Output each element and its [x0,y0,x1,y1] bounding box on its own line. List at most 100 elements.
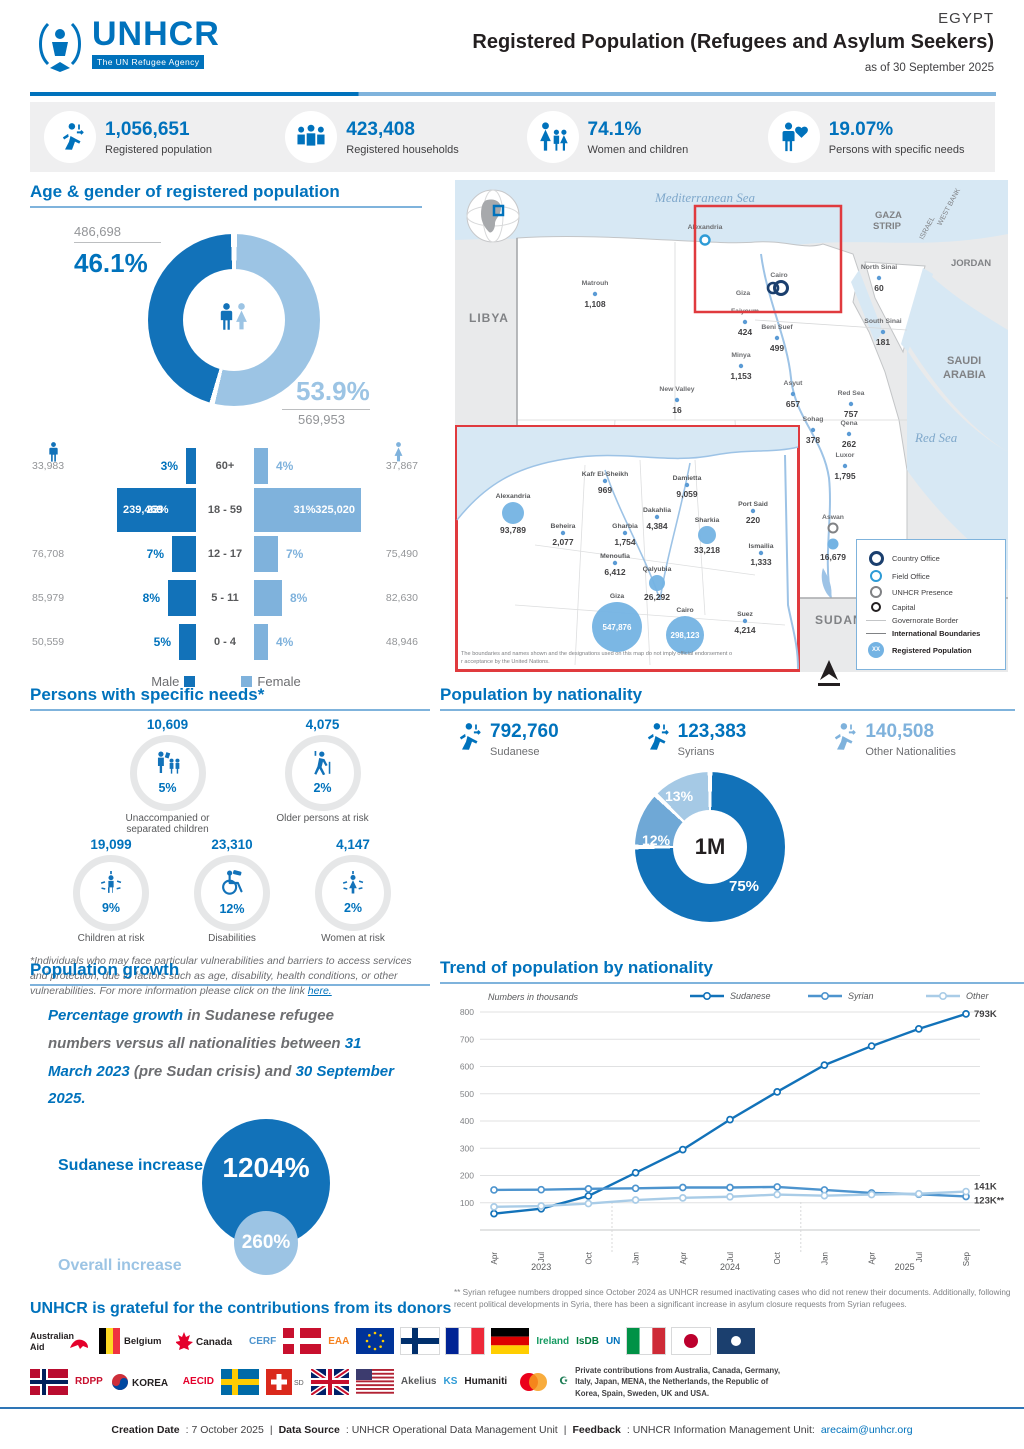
need-item: 23,310 12% Disabilities [173,837,291,944]
page-title: Registered Population (Refugees and Asyl… [472,31,994,53]
elderly-icon [311,751,335,780]
nationality-value: 140,508 [865,721,935,742]
male-bar [172,536,196,572]
male-count: 50,559 [32,636,65,648]
age-group-label: 18 - 59 [207,504,243,516]
svg-text:300: 300 [460,1143,474,1153]
svg-text:KOREA: KOREA [132,1378,168,1389]
man-woman-icon [219,303,249,337]
woman-risk-icon [341,871,365,900]
donor-logo-canada: Canada [176,1326,242,1356]
female-count: 37,867 [385,460,418,472]
female-bar [254,624,268,660]
svg-text:16,679: 16,679 [820,552,846,562]
donor-logo-sweden [220,1367,259,1397]
nationality-value: 792,760 [490,721,559,742]
age-group-label: 5 - 11 [211,592,239,604]
donor-logo-humaniti: Humaniti [464,1376,508,1388]
female-pct: 7% [286,547,304,561]
section-trend: Trend of population by nationality 100 20… [440,958,1024,1312]
svg-text:The boundaries and names shown: The boundaries and names shown and the d… [461,651,732,657]
kpi-value: 423,408 [346,118,415,140]
needs-footnote-link[interactable]: here. [307,985,332,998]
data-source-value: : UNHCR Operational Data Management Unit [345,1424,558,1436]
donor-logo-germany [491,1326,530,1356]
svg-text:2024: 2024 [720,1262,740,1272]
need-item: 4,075 2% Older persons at risk [264,717,382,835]
svg-text:547,876: 547,876 [603,623,632,632]
svg-text:Giza: Giza [610,593,625,600]
male-bar [168,580,196,616]
feedback-email-link[interactable]: arecaim@unhcr.org [820,1424,913,1436]
need-value: 19,099 [90,837,132,852]
svg-text:1,153: 1,153 [730,371,752,381]
svg-text:2,077: 2,077 [552,537,574,547]
male-icon [48,442,59,468]
donor-logo-rdpp: RDPP [75,1376,103,1388]
donor-logo-france [445,1326,486,1356]
female-bar [254,536,278,572]
need-percent: 2% [343,901,363,915]
household-icon [285,111,338,163]
donut-label-sudanese: 75% [729,878,760,895]
svg-text:Jul: Jul [726,1252,735,1262]
svg-text:33,218: 33,218 [694,545,720,555]
donor-logo-donor-islamic-bank-logo: IsDB [576,1335,599,1347]
legend-registered-population: XX Registered Population [865,642,997,658]
donor-logo-australian-aid: Australian Aid [30,1326,92,1356]
data-source-label: Data Source [278,1424,340,1436]
donor-logo-spanish-cooperation: AECID [182,1376,214,1388]
svg-text:Numbers in thousands: Numbers in thousands [488,992,579,1002]
svg-text:1,333: 1,333 [750,557,772,567]
female-icon [393,442,404,468]
svg-text:Apr: Apr [679,1252,688,1265]
svg-text:16: 16 [672,405,682,415]
svg-text:Giza: Giza [736,290,751,297]
donor-logo-denmark [283,1326,322,1356]
svg-text:Dakahlia: Dakahlia [643,507,671,514]
legend-female: Female [236,674,301,689]
svg-text:Sudanese: Sudanese [730,991,771,1001]
svg-text:Apr: Apr [868,1252,877,1265]
male-count: 33,983 [32,460,65,472]
svg-text:Other: Other [966,991,990,1001]
svg-text:SDC: SDC [294,1380,304,1387]
male-bar [179,624,196,660]
feedback-label: Feedback [572,1424,621,1436]
nationality-label: Other Nationalities [865,746,956,758]
kpi-label: Registered population [105,143,213,156]
donut-label-other: 13% [665,788,694,804]
need-percent: 12% [219,902,245,916]
pyramid-row: 33,983 3% 60+ 4% 37,867 [30,444,422,488]
svg-text:North Sinai: North Sinai [861,264,897,271]
svg-text:499: 499 [770,343,784,353]
svg-text:Kafr El-Sheikh: Kafr El-Sheikh [582,471,628,478]
svg-text:1,108: 1,108 [584,299,606,309]
kpi-label: Persons with specific needs [828,143,965,156]
svg-text:Mediterranean Sea: Mediterranean Sea [654,190,756,205]
svg-text:Minya: Minya [731,352,750,359]
adult-children-icon [155,751,181,780]
needs-footnote: *Individuals who may face particular vul… [30,955,412,998]
svg-text:2023: 2023 [531,1262,551,1272]
nationality-value: 123,383 [677,721,747,742]
male-pct: 8% [142,591,160,605]
svg-text:Red Sea: Red Sea [838,390,865,397]
svg-text:Suez: Suez [737,611,753,618]
section-title-specific-needs: Persons with specific needs* [30,685,430,711]
need-label: Women at risk [321,933,385,944]
nationality-donut: 13% 12% 75% 1M [635,772,785,922]
svg-text:Luxor: Luxor [836,452,855,459]
age-group-label: 0 - 4 [213,636,236,648]
svg-text:Ismailia: Ismailia [749,543,774,550]
as-of-date: as of 30 September 2025 [864,62,994,74]
svg-text:Australian: Australian [30,1331,74,1341]
need-value: 4,075 [305,717,340,732]
svg-text:26,292: 26,292 [644,592,670,602]
pyramid-row: 50,559 5% 0 - 4 4% 48,946 [30,620,422,664]
header: UNHCR The UN Refugee Agency EGYPT Regist… [0,0,1024,96]
female-count: 48,946 [385,636,418,648]
svg-text:Cairo: Cairo [770,272,787,279]
legend-international-boundaries: International Boundaries [865,629,997,638]
